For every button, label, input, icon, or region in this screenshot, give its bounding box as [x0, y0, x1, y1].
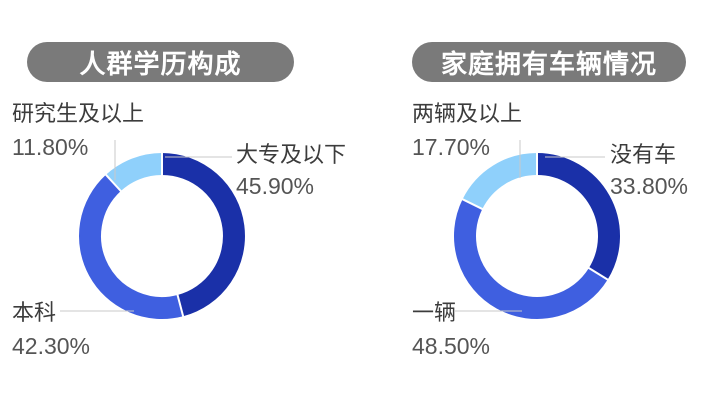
- slice-percent-label: 45.90%: [236, 173, 314, 199]
- donut-slice: [161, 153, 245, 317]
- donut-chart-vehicles: 没有车 33.80% 一辆 48.50% 两辆及以上 17.70%: [412, 102, 688, 359]
- donut-slice: [454, 199, 608, 319]
- donut-slice: [79, 174, 184, 319]
- slice-percent-label: 17.70%: [412, 134, 490, 160]
- chart-title-vehicles: 家庭拥有车辆情况: [412, 42, 686, 82]
- slice-label: 两辆及以上: [412, 102, 522, 127]
- donut-chart-education: 大专及以下 45.90% 本科 42.30% 研究生及以上 11.80%: [12, 102, 346, 359]
- slice-label: 大专及以下: [236, 143, 346, 168]
- slice-separator: [176, 293, 185, 318]
- slice-separator: [104, 173, 123, 193]
- slice-label: 研究生及以上: [12, 102, 144, 127]
- donut-slice: [462, 153, 538, 210]
- slice-percent-label: 48.50%: [412, 333, 490, 359]
- donut-slice: [105, 153, 163, 192]
- slice-label: 本科: [12, 301, 56, 326]
- donut-slice: [536, 153, 620, 280]
- slice-separator: [461, 197, 484, 211]
- slice-percent-label: 11.80%: [12, 134, 88, 160]
- slice-percent-label: 33.80%: [610, 173, 688, 199]
- slice-percent-label: 42.30%: [12, 333, 90, 359]
- slice-separator: [587, 266, 610, 281]
- slice-label: 一辆: [412, 301, 456, 326]
- chart-title-education: 人群学历构成: [27, 42, 294, 82]
- slice-label: 没有车: [610, 143, 676, 168]
